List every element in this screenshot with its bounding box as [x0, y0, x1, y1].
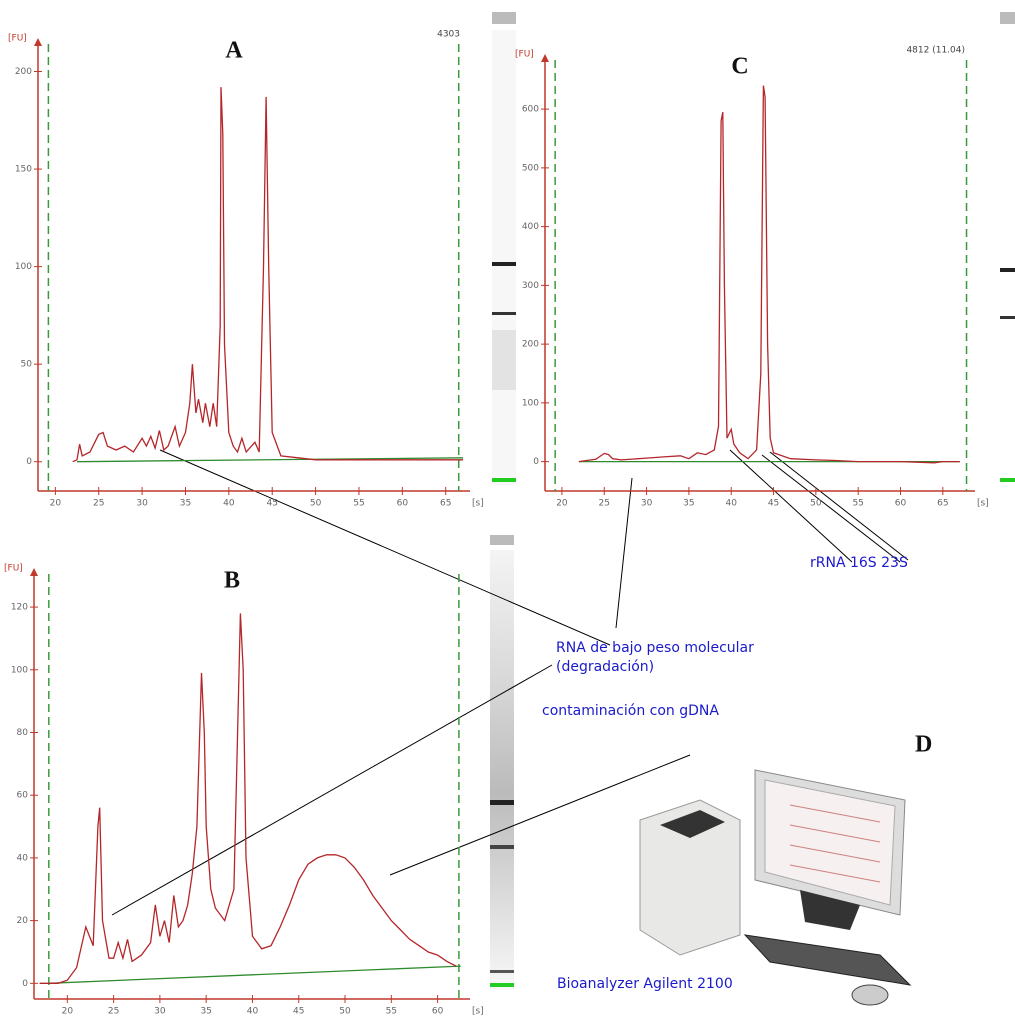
y-tick-label: 500: [522, 163, 539, 173]
x-tick-label: 25: [108, 1007, 119, 1017]
data-line: [578, 85, 960, 464]
corner-label: 4812 (11.04): [906, 46, 965, 56]
data-line: [72, 87, 464, 463]
corner-label: 4303: [437, 30, 460, 40]
y-tick-label: 300: [522, 281, 539, 291]
gel-lanes: [490, 12, 1015, 990]
x-tick-label: 25: [599, 499, 610, 509]
x-tick-label: 30: [136, 499, 148, 509]
device-caption: Bioanalyzer Agilent 2100: [557, 976, 733, 992]
x-tick-label: 20: [50, 499, 62, 509]
y-tick-label: 20: [17, 916, 29, 926]
y-tick-label: 50: [21, 360, 33, 370]
annotation: contaminación con gDNA: [542, 703, 719, 719]
x-tick-label: 60: [397, 499, 409, 509]
chart-title: B: [224, 568, 240, 594]
data-line: [76, 457, 464, 463]
x-tick-label: 60: [432, 1007, 444, 1017]
axis-arrow: [34, 38, 42, 46]
y-tick-label: 100: [522, 398, 539, 408]
annotation: (degradación): [556, 659, 654, 675]
x-tick-label: 35: [180, 499, 191, 509]
y-tick-label: 0: [22, 979, 28, 989]
pointer-lines: [111, 449, 909, 916]
x-tick-label: 45: [293, 1007, 304, 1017]
y-tick-label: 100: [15, 262, 32, 272]
x-tick-label: 60: [895, 499, 907, 509]
x-tick-label: 55: [353, 499, 364, 509]
y-tick-label: 0: [533, 457, 539, 467]
x-tick-label: 25: [93, 499, 104, 509]
x-tick-label: 50: [810, 499, 822, 509]
y-tick-label: 200: [15, 67, 32, 77]
panel-label: D: [915, 732, 932, 758]
x-tick-label: 50: [310, 499, 322, 509]
y-axis-label: [FU]: [8, 34, 27, 44]
x-tick-label: 45: [266, 499, 277, 509]
y-tick-label: 200: [522, 340, 539, 350]
x-tick-label: 55: [852, 499, 863, 509]
y-tick-label: 60: [17, 791, 29, 801]
x-tick-label: 20: [62, 1007, 74, 1017]
x-tick-label: 50: [339, 1007, 351, 1017]
chart-title: C: [731, 54, 748, 80]
axis-arrow: [541, 54, 549, 62]
x-tick-label: 30: [641, 499, 653, 509]
chart-title: A: [225, 38, 243, 64]
y-axis-label: [FU]: [4, 564, 23, 574]
data-line: [48, 965, 461, 984]
y-tick-label: 400: [522, 222, 539, 232]
axis-arrow: [30, 568, 38, 576]
x-tick-label: 40: [247, 1007, 259, 1017]
x-tick-label: 55: [386, 1007, 397, 1017]
y-axis-label: [FU]: [515, 50, 534, 60]
y-tick-label: 120: [11, 603, 28, 613]
annotation: rRNA 16S 23S: [810, 555, 908, 571]
x-tick-label: 35: [683, 499, 694, 509]
y-tick-label: 80: [17, 728, 29, 738]
y-tick-label: 40: [17, 853, 29, 863]
x-axis-label: [s]: [977, 499, 989, 509]
x-tick-label: 40: [725, 499, 737, 509]
x-tick-label: 40: [223, 499, 235, 509]
y-tick-label: 100: [11, 665, 28, 675]
x-axis-label: [s]: [472, 499, 484, 509]
device-illustration: [639, 769, 912, 1006]
data-line: [39, 613, 457, 984]
y-tick-label: 600: [522, 105, 539, 115]
annotation: RNA de bajo peso molecular: [556, 640, 754, 656]
x-axis-label: [s]: [472, 1007, 484, 1017]
x-tick-label: 35: [200, 1007, 211, 1017]
x-tick-label: 65: [440, 499, 451, 509]
x-tick-label: 45: [768, 499, 779, 509]
x-tick-label: 65: [937, 499, 948, 509]
x-tick-label: 30: [154, 1007, 166, 1017]
y-tick-label: 150: [15, 165, 32, 175]
y-tick-label: 0: [26, 457, 32, 467]
x-tick-label: 20: [556, 499, 568, 509]
